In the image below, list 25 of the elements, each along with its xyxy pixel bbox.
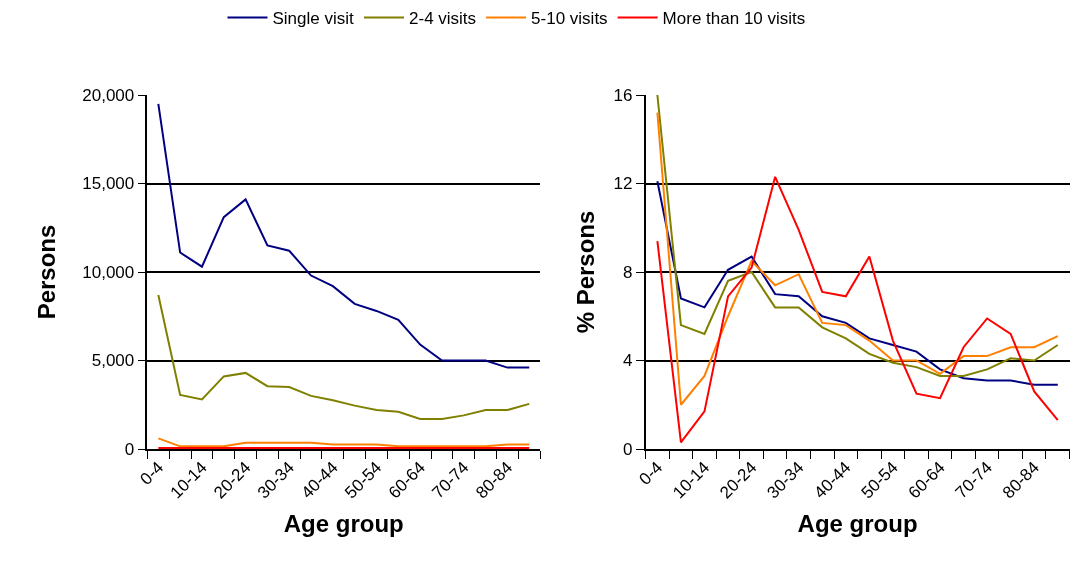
line-series (157, 294, 531, 420)
x-axis-title: Age group (797, 510, 918, 538)
line-series (656, 175, 1059, 444)
x-axis-title: Age group (283, 510, 404, 538)
x-tick-label: 0-4 (136, 458, 168, 489)
line-series (656, 180, 1059, 386)
y-tick-label: 20,000 (82, 85, 135, 105)
y-tick-label: 0 (622, 439, 633, 459)
legend-label: 5-10 visits (531, 9, 608, 29)
line-series (157, 102, 531, 369)
legend-label: Single visit (272, 9, 355, 29)
y-tick-label: 0 (124, 439, 135, 459)
y-tick-label: 8 (622, 262, 633, 282)
y-tick-label: 4 (622, 351, 633, 371)
line-series (157, 437, 531, 448)
legend-label: More than 10 visits (662, 9, 806, 29)
y-axis-title: Persons (32, 224, 60, 320)
y-tick-label: 5,000 (91, 351, 135, 371)
y-tick-label: 15,000 (82, 174, 135, 194)
y-tick-label: 12 (613, 174, 633, 194)
legend-label: 2-4 visits (409, 9, 477, 29)
x-tick-label: 0-4 (635, 458, 667, 489)
y-tick-label: 16 (613, 85, 633, 105)
y-tick-label: 10,000 (82, 262, 135, 282)
y-axis-title: % Persons (572, 210, 600, 334)
